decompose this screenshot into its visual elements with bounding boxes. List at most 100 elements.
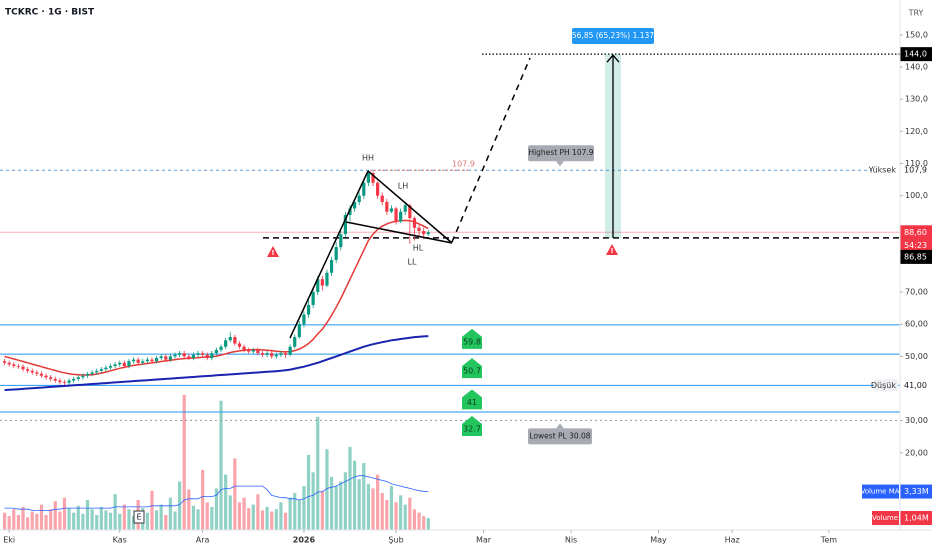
volume-bar: [168, 497, 172, 530]
y-tick-label: 60,00: [905, 320, 928, 329]
volume-bar: [196, 509, 200, 530]
candle-body: [108, 366, 113, 368]
volume-bar: [251, 504, 255, 530]
level-label: 50.7: [463, 367, 481, 376]
volume-bar: [201, 469, 205, 530]
pivot-pointer: [556, 423, 564, 429]
volume-bar: [164, 514, 168, 530]
volume-bar: [30, 511, 34, 530]
volume-bar: [49, 509, 53, 530]
candle-body: [288, 346, 292, 355]
volume-bar: [403, 504, 407, 530]
volume-bar: [62, 497, 67, 530]
candle-body: [122, 362, 126, 367]
peak-label: 107.9: [452, 160, 475, 169]
pivot-pointer: [556, 161, 564, 167]
pattern-label: HL: [413, 244, 424, 253]
volume-name: Volume: [872, 514, 898, 522]
candle-body: [113, 364, 117, 367]
candle-body: [67, 380, 71, 383]
y-tick-label: 130,0: [905, 95, 928, 104]
candle-body: [205, 354, 209, 358]
volume-bar: [76, 505, 80, 530]
candle-body: [237, 343, 242, 347]
volume-bar: [247, 508, 251, 530]
volume-bar: [67, 508, 71, 530]
candle-body: [26, 369, 30, 371]
last-price-tag-box: [900, 225, 932, 240]
candle-body: [380, 195, 384, 203]
volume-bar: [205, 502, 209, 530]
volume-bar: [389, 486, 394, 530]
high-name: Yüksek: [868, 166, 897, 175]
volume-ma-tag: 3,33M: [904, 487, 929, 496]
candle-body: [196, 353, 200, 355]
candle-body: [145, 359, 149, 362]
volume-bar: [288, 497, 292, 530]
x-tick-label: Ara: [196, 536, 210, 545]
volume-tag: 1,04M: [904, 513, 929, 522]
volume-bar: [214, 488, 219, 530]
candle-body: [224, 340, 228, 347]
volume-bar: [39, 504, 44, 530]
candle-body: [191, 354, 196, 358]
candle-body: [39, 373, 44, 376]
candle-body: [247, 349, 251, 352]
candle-body: [104, 367, 108, 370]
volume-bar: [145, 512, 149, 530]
volume-bar: [242, 497, 246, 530]
candle-body: [219, 346, 223, 350]
volume-bar: [316, 416, 320, 530]
volume-bar: [150, 490, 154, 530]
candle-body: [265, 353, 269, 355]
candle-body: [210, 353, 214, 358]
candle-body: [242, 346, 246, 350]
y-tick-label: 140,0: [905, 63, 928, 72]
candle-body: [422, 230, 426, 235]
pattern-label: HH: [362, 154, 374, 163]
volume-bar: [399, 495, 403, 530]
candle-body: [256, 349, 260, 354]
volume-bar: [348, 446, 352, 530]
candle-body: [325, 272, 329, 286]
volume-bar: [325, 449, 329, 530]
candle-body: [251, 349, 255, 352]
candle-body: [334, 247, 338, 260]
volume-bar: [306, 454, 311, 530]
low-tag: 41,00: [904, 381, 927, 390]
candle-body: [297, 324, 301, 338]
measure-arrowhead: [606, 54, 620, 63]
volume-bar: [256, 494, 260, 530]
level-badge: [462, 389, 482, 410]
candle-body: [127, 361, 131, 367]
volume-bar: [7, 516, 11, 530]
volume-ma-name-box: [862, 484, 899, 499]
svg-text:!: !: [271, 249, 274, 257]
candle-body: [306, 304, 311, 315]
volume-bar: [72, 512, 76, 530]
volume-bar: [210, 506, 214, 530]
volume-bar: [394, 502, 398, 530]
volume-bar: [233, 458, 237, 530]
volume-bar: [224, 474, 228, 530]
candle-body: [49, 377, 53, 379]
projection-line: [451, 57, 531, 243]
candle-body: [214, 349, 219, 354]
pattern-label: LH: [398, 182, 408, 191]
trend-line: [289, 170, 369, 339]
volume-bar: [352, 460, 357, 530]
candle-body: [385, 202, 389, 212]
volume-bar: [417, 512, 421, 530]
volume-bar: [320, 490, 324, 530]
candle-body: [150, 359, 154, 362]
candle-body: [62, 382, 67, 383]
low-tag-box: [900, 378, 932, 393]
x-tick-label: Şub: [388, 536, 403, 545]
x-tick-label: Eki: [3, 536, 15, 545]
volume-bar: [16, 514, 21, 530]
candle-body: [293, 337, 297, 347]
volume-bar: [371, 488, 375, 530]
volume-bar: [159, 504, 163, 530]
volume-bar: [426, 517, 430, 530]
